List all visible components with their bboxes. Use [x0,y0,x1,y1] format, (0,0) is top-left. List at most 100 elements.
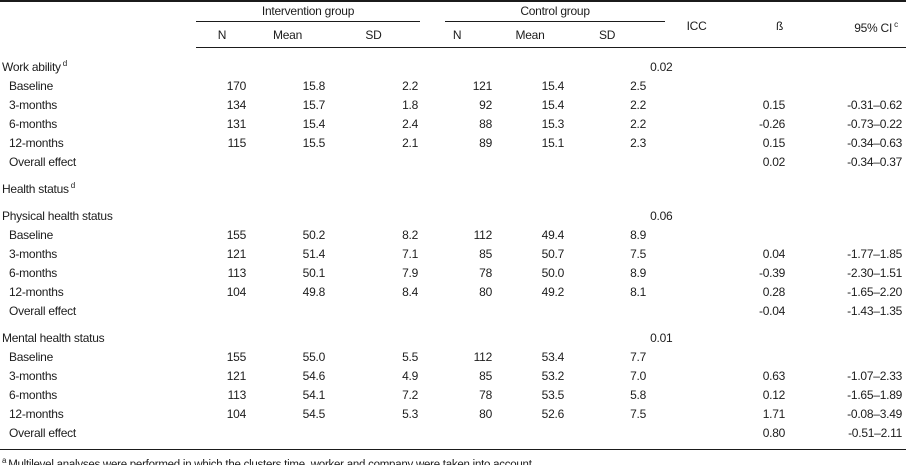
cell-control-mean: 15.3 [541,116,565,131]
cell-beta: 0.04 [762,246,786,261]
table-row: Physical health status 0.06 [0,197,906,224]
cell-beta: 0.15 [762,135,786,150]
cell-control-mean: 53.5 [541,387,565,402]
intervention-sd-header: SD [327,22,421,48]
cell-control-mean [494,300,566,319]
cell-control-sd: 5.8 [630,387,647,402]
cell-icc [648,281,745,300]
cell-icc [648,403,745,422]
row-label: Overall effect [9,303,76,318]
cell-control-sd: 7.5 [630,246,647,261]
cell-control-sd: 7.0 [630,368,647,383]
cell-icc [648,113,745,132]
cell-control-mean: 53.2 [541,368,565,383]
cell-control-n [420,197,494,224]
cell-control-mean [494,170,566,197]
cell-ci: -0.73–0.22 [847,116,903,131]
cell-control-n: 80 [479,406,493,421]
cell-ci: -1.65–2.20 [847,284,903,299]
table-row: 6-months 131 15.4 2.4 88 15.3 2.2 -0.26 … [0,113,906,132]
table-row: 12-months 115 15.5 2.1 89 15.1 2.3 0.15 … [0,132,906,151]
cell-icc: 0.06 [650,208,673,223]
control-sd-header: SD [566,22,649,48]
cell-intervention-mean: 15.4 [302,116,326,131]
cell-intervention-mean [248,48,327,75]
cell-intervention-n [196,197,248,224]
cell-icc [648,224,745,243]
row-label: 12-months [9,135,64,150]
cell-intervention-sd [327,300,420,319]
cell-control-n: 112 [473,349,493,364]
cell-icc: 0.01 [650,330,673,345]
table-row: Health status d [0,170,906,197]
cell-beta: 0.63 [762,368,786,383]
icc-column-header: ICC [648,1,746,48]
cell-control-n: 78 [479,265,493,280]
row-label: Baseline [9,78,54,93]
table-row: Baseline 155 50.2 8.2 112 49.4 8.9 [0,224,906,243]
cell-beta: 0.12 [762,387,786,402]
cell-intervention-mean: 50.1 [302,265,326,280]
cell-control-mean [494,319,566,346]
cell-intervention-n: 104 [226,406,247,421]
cell-intervention-sd: 4.9 [402,368,419,383]
cell-intervention-mean: 15.5 [302,135,326,150]
cell-intervention-mean: 54.5 [302,406,326,421]
cell-intervention-sd [327,151,420,170]
cell-control-n: 121 [472,78,493,93]
cell-control-mean [494,421,567,450]
cell-icc [648,421,746,450]
cell-control-mean: 53.4 [541,349,565,364]
cell-intervention-n [196,319,248,346]
cell-control-sd [566,48,648,75]
cell-icc [648,384,745,403]
cell-control-sd [566,319,648,346]
cell-beta [745,170,787,197]
cell-beta [745,346,787,365]
cell-intervention-mean: 50.2 [302,227,326,242]
cell-ci: -1.77–1.85 [847,246,903,261]
cell-intervention-mean [248,151,327,170]
control-group-header: Control group [420,1,666,22]
cell-beta: -0.04 [758,303,786,318]
cell-intervention-sd [327,197,420,224]
cell-icc [648,151,745,170]
cell-ci [787,319,906,346]
control-mean-header: Mean [494,22,567,48]
cell-intervention-n: 104 [226,284,247,299]
table-row: 6-months 113 50.1 7.9 78 50.0 8.9 -0.39 … [0,262,906,281]
cell-control-mean: 50.0 [541,265,565,280]
cell-ci [787,75,906,94]
subheader-row: N Mean SD N Mean SD [0,22,906,48]
row-footnote-marker: d [62,58,68,68]
row-label: 3-months [9,97,58,112]
cell-intervention-n: 170 [226,78,247,93]
cell-control-n [420,319,494,346]
cell-beta: -0.26 [758,116,786,131]
cell-control-mean: 50.7 [541,246,565,261]
cell-ci [787,197,906,224]
cell-control-n: 92 [479,97,493,112]
cell-intervention-n [196,170,248,197]
table-row: Work ability d 0.02 [0,48,906,75]
cell-control-n [420,170,494,197]
cell-ci [787,170,906,197]
row-label: 12-months [9,284,64,299]
cell-control-mean: 15.1 [541,135,565,150]
control-n-header: N [420,22,495,48]
cell-control-n [420,421,495,450]
cell-icc [648,300,745,319]
table-row: 3-months 121 51.4 7.1 85 50.7 7.5 0.04 -… [0,243,906,262]
cell-control-sd: 2.3 [630,135,647,150]
control-group-label: Control group [445,2,666,22]
cell-ci: -1.43–1.35 [847,303,903,318]
cell-beta: 0.80 [745,421,788,450]
cell-ci: -0.08–3.49 [847,406,903,421]
cell-intervention-sd: 2.1 [402,135,419,150]
cell-intervention-sd: 7.2 [402,387,419,402]
cell-beta: 0.02 [762,154,786,169]
cell-ci: -2.30–1.51 [847,265,903,280]
cell-control-sd: 2.2 [630,116,647,131]
cell-intervention-sd: 1.8 [402,97,419,112]
cell-control-sd: 8.1 [630,284,647,299]
